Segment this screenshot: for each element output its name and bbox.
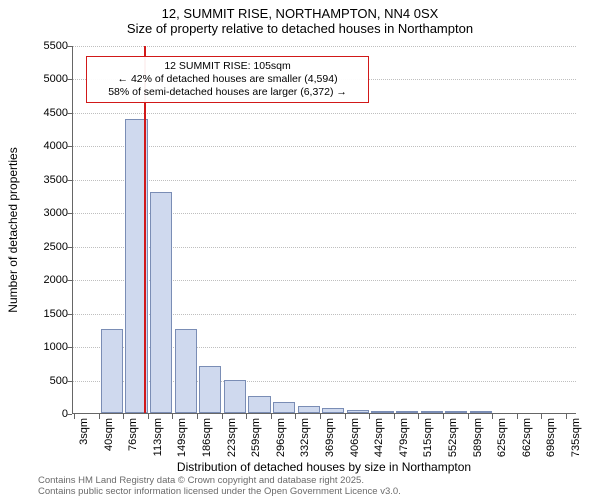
y-axis-label: Number of detached properties [6,65,20,230]
y-tick-label: 1000 [28,341,68,353]
x-tick-label: 515sqm [422,418,434,457]
chart-container: 12, SUMMIT RISE, NORTHAMPTON, NN4 0SX Si… [0,0,600,500]
histogram-bar [199,366,221,413]
histogram-bar [150,192,172,413]
annotation-line1: 12 SUMMIT RISE: 105sqm [93,60,361,73]
gridline [73,280,576,281]
x-tick-label: 223sqm [226,418,238,457]
x-tick-mark [172,414,173,419]
gridline [73,146,576,147]
gridline [73,314,576,315]
title-block: 12, SUMMIT RISE, NORTHAMPTON, NN4 0SX Si… [0,6,600,36]
x-tick-mark [123,414,124,419]
histogram-bar [421,411,443,413]
gridline [73,113,576,114]
y-tick-label: 3000 [28,207,68,219]
x-tick-label: 625sqm [496,418,508,457]
x-tick-mark [394,414,395,419]
x-tick-mark [148,414,149,419]
y-tick-label: 5000 [28,73,68,85]
x-tick-mark [443,414,444,419]
histogram-bar [470,411,492,413]
x-tick-label: 735sqm [570,418,582,457]
histogram-bar [175,329,197,413]
x-tick-mark [468,414,469,419]
x-tick-mark [418,414,419,419]
x-tick-mark [369,414,370,419]
y-tick-label: 0 [28,408,68,420]
x-tick-label: 406sqm [349,418,361,457]
gridline [73,213,576,214]
x-tick-label: 3sqm [78,418,90,445]
gridline [73,46,576,47]
x-tick-label: 442sqm [373,418,385,457]
x-tick-label: 662sqm [521,418,533,457]
y-tick-label: 2500 [28,241,68,253]
y-tick-label: 4500 [28,107,68,119]
x-tick-label: 479sqm [398,418,410,457]
annotation-line2: ← 42% of detached houses are smaller (4,… [93,73,361,86]
annotation-box: 12 SUMMIT RISE: 105sqm ← 42% of detached… [86,56,368,103]
x-tick-label: 552sqm [447,418,459,457]
x-tick-label: 186sqm [201,418,213,457]
histogram-bar [273,402,295,413]
histogram-bar [224,380,246,413]
x-tick-label: 698sqm [545,418,557,457]
x-tick-mark [197,414,198,419]
x-tick-label: 113sqm [152,418,164,456]
x-tick-label: 76sqm [127,418,139,451]
gridline [73,247,576,248]
x-tick-mark [320,414,321,419]
x-tick-mark [566,414,567,419]
x-axis-label: Distribution of detached houses by size … [72,460,576,474]
histogram-bar [248,396,270,413]
gridline [73,180,576,181]
y-tick-label: 500 [28,375,68,387]
footer-line2: Contains public sector information licen… [38,487,401,498]
x-tick-label: 40sqm [103,418,115,451]
y-tick-label: 5500 [28,40,68,52]
y-tick-label: 2000 [28,274,68,286]
plot-area: 12 SUMMIT RISE: 105sqm ← 42% of detached… [72,46,576,414]
x-tick-label: 589sqm [472,418,484,457]
x-tick-mark [99,414,100,419]
x-tick-label: 369sqm [324,418,336,457]
histogram-bar [101,329,123,413]
x-tick-label: 332sqm [299,418,311,457]
histogram-bar [298,406,320,413]
histogram-bar [322,408,344,413]
title-line2: Size of property relative to detached ho… [0,21,600,36]
histogram-bar [396,411,418,413]
y-tick-mark [67,414,72,415]
annotation-line3: 58% of semi-detached houses are larger (… [93,86,361,99]
x-tick-mark [541,414,542,419]
footer: Contains HM Land Registry data © Crown c… [38,476,401,498]
y-tick-label: 1500 [28,308,68,320]
gridline [73,347,576,348]
x-tick-mark [74,414,75,419]
y-tick-label: 3500 [28,174,68,186]
y-tick-label: 4000 [28,140,68,152]
title-line1: 12, SUMMIT RISE, NORTHAMPTON, NN4 0SX [0,6,600,21]
gridline [73,381,576,382]
x-tick-mark [345,414,346,419]
x-tick-mark [222,414,223,419]
histogram-bar [445,411,467,413]
x-tick-mark [517,414,518,419]
x-tick-label: 296sqm [275,418,287,457]
x-tick-mark [295,414,296,419]
histogram-bar [347,410,369,413]
x-tick-mark [246,414,247,419]
x-tick-label: 259sqm [250,418,262,457]
x-tick-mark [271,414,272,419]
x-tick-label: 149sqm [176,418,188,457]
x-tick-mark [492,414,493,419]
histogram-bar [371,411,393,413]
